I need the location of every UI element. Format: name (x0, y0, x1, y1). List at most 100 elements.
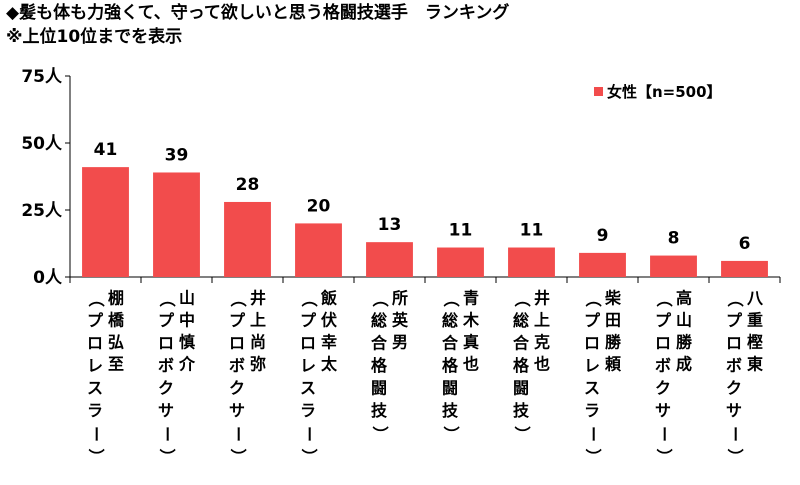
bar (366, 242, 413, 277)
x-category-char: 勝 (676, 333, 693, 352)
x-category-char: ー (300, 426, 319, 442)
x-category-char: 樫 (747, 333, 763, 352)
x-category-char: 高 (676, 289, 692, 308)
x-category-char: （ (158, 291, 177, 307)
x-category-char: ラ (300, 401, 316, 420)
x-category-char: ロ (229, 334, 245, 353)
x-category-char: （ (87, 291, 106, 307)
data-label: 20 (307, 196, 331, 216)
x-category-char: ） (726, 448, 745, 464)
x-category-char: 上 (250, 311, 266, 330)
x-category-char: ロ (655, 334, 671, 353)
x-category-char: ） (87, 448, 106, 464)
x-category-char: ー (726, 426, 745, 442)
x-category-char: 幸 (321, 333, 337, 352)
x-category-char: 所 (392, 289, 408, 308)
x-category-char: ー (655, 426, 674, 442)
x-category-char: （ (371, 291, 390, 307)
x-category-char: 慎 (179, 333, 195, 352)
x-category-char: ロ (726, 334, 742, 353)
x-category-char: ） (655, 448, 674, 464)
x-category-char: ロ (300, 334, 316, 353)
bar (224, 201, 271, 277)
x-category-char: レ (300, 356, 316, 375)
x-category-char: サ (229, 401, 245, 420)
x-category-char: 闘 (442, 379, 458, 398)
x-category-char: 山 (179, 289, 195, 308)
x-category-char: ロ (158, 334, 174, 353)
x-category-char: 飯 (320, 289, 337, 308)
x-category-char: （ (513, 291, 532, 307)
data-label: 9 (597, 226, 609, 246)
x-category-char: ー (158, 426, 177, 442)
x-category-char: （ (229, 291, 248, 307)
x-category-char: 合 (513, 334, 530, 353)
x-category-char: 田 (605, 311, 621, 330)
x-category-char: プ (584, 311, 601, 330)
x-category-char: ） (442, 426, 461, 442)
x-category-char: プ (655, 311, 672, 330)
x-category-char: 格 (371, 356, 388, 375)
bar (82, 167, 129, 277)
bar (650, 255, 697, 277)
x-category-char: 山 (676, 311, 692, 330)
y-tick-label: 0人 (33, 268, 63, 288)
x-category-char: 闘 (371, 379, 387, 398)
x-category-char: 棚 (108, 289, 124, 308)
x-category-char: プ (158, 311, 175, 330)
x-category-char: ス (87, 379, 103, 398)
x-category-char: 伏 (321, 311, 337, 330)
x-category-char: 也 (463, 355, 479, 374)
data-label: 41 (94, 140, 118, 160)
x-category-char: プ (726, 311, 743, 330)
bar (721, 260, 768, 277)
x-category-char: 格 (442, 356, 459, 375)
x-category-char: （ (442, 291, 461, 307)
x-category-char: （ (584, 291, 603, 307)
x-category-char: 木 (462, 311, 480, 330)
x-category-char: 八 (746, 289, 764, 308)
x-category-char: ラ (584, 401, 600, 420)
x-category-char: ク (726, 379, 742, 398)
x-category-char: ク (655, 379, 671, 398)
x-category-char: 中 (179, 311, 195, 330)
x-category-char: 真 (463, 333, 479, 352)
x-category-char: ボ (158, 356, 174, 375)
x-category-char: レ (584, 356, 600, 375)
x-category-char: ） (229, 448, 248, 464)
y-tick-label: 75人 (21, 67, 63, 87)
bar (579, 252, 626, 277)
bar (295, 223, 342, 277)
x-category-char: ） (300, 448, 319, 464)
x-category-char: ス (300, 379, 316, 398)
x-category-char: 総 (371, 311, 387, 330)
y-tick-label: 50人 (21, 134, 63, 154)
x-category-char: ） (158, 448, 177, 464)
x-category-char: サ (655, 401, 671, 420)
x-category-char: 弘 (108, 333, 124, 352)
x-category-char: （ (726, 291, 745, 307)
x-category-char: ス (584, 379, 600, 398)
x-category-char: 青 (463, 289, 479, 308)
x-category-char: ） (513, 426, 532, 442)
x-category-char: ボ (229, 356, 245, 375)
x-category-char: ク (158, 379, 174, 398)
x-category-char: ー (584, 426, 603, 442)
x-category-char: 至 (108, 355, 124, 374)
x-category-char: 克 (534, 333, 550, 352)
x-category-char: 成 (676, 355, 692, 374)
bar (153, 172, 200, 277)
x-category-char: 勝 (605, 333, 622, 352)
x-category-char: 橋 (108, 311, 125, 330)
x-category-char: ロ (87, 334, 103, 353)
legend-swatch (594, 87, 603, 96)
bar (508, 247, 555, 277)
x-category-char: 男 (392, 333, 408, 352)
x-category-char: 総 (442, 311, 458, 330)
x-category-char: プ (229, 311, 246, 330)
x-category-char: 井 (534, 289, 550, 308)
x-category-char: サ (726, 401, 742, 420)
x-category-char: サ (158, 401, 174, 420)
x-category-char: レ (87, 356, 103, 375)
